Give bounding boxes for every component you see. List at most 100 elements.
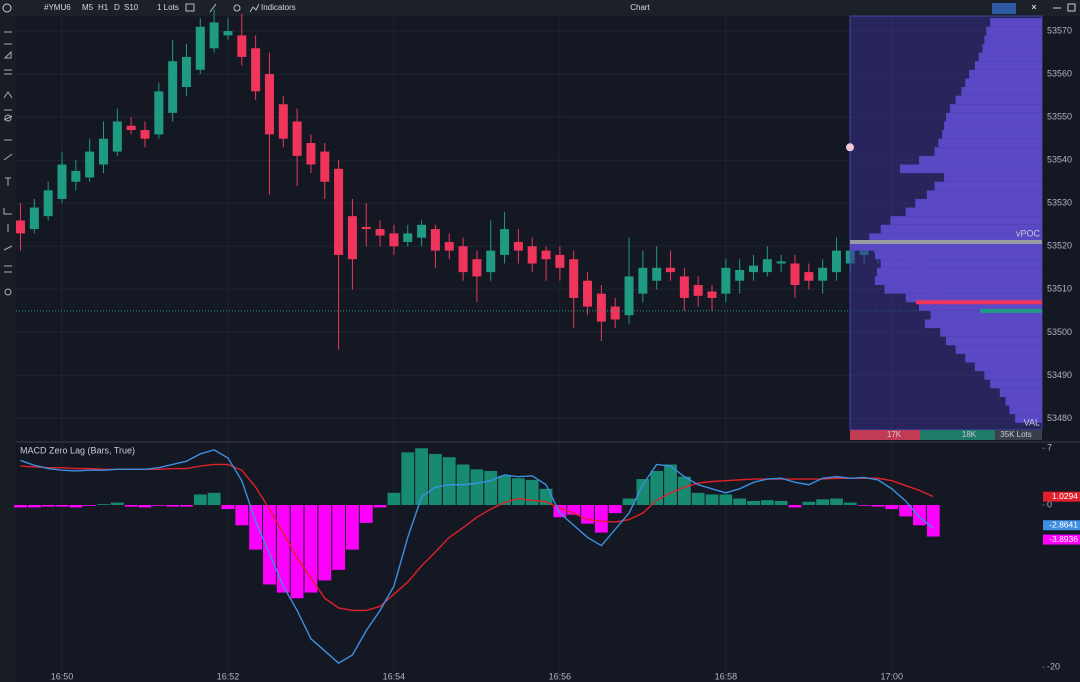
- profile-bar: [926, 190, 1042, 199]
- summary-label: 35K Lots: [1000, 430, 1032, 439]
- histogram-bar: [359, 505, 373, 523]
- profile-bar: [990, 379, 1042, 389]
- y-tick-label: 53490: [1047, 370, 1072, 380]
- histogram-bar: [899, 505, 913, 517]
- icon[interactable]: [185, 3, 195, 12]
- y-tick-label: 53560: [1047, 68, 1072, 78]
- candle-body: [223, 31, 233, 36]
- y-tick-label: -20: [1047, 662, 1060, 672]
- icon[interactable]: [1067, 3, 1076, 12]
- histogram-bar: [152, 505, 166, 506]
- x-tick-label: 16:50: [51, 671, 74, 681]
- y-tick-label: 53540: [1047, 155, 1072, 165]
- profile-bar: [905, 207, 1042, 217]
- histogram-bar: [636, 479, 650, 506]
- profile-bar: [905, 293, 1042, 303]
- histogram-bar: [138, 505, 152, 508]
- pane-divider: [16, 441, 1080, 443]
- candle-body: [361, 226, 371, 230]
- icon[interactable]: [233, 4, 241, 12]
- x-tick-label: 16:56: [549, 671, 572, 681]
- profile-bar: [944, 173, 1042, 182]
- profile-bar: [924, 319, 1042, 329]
- profile-bar: [919, 302, 1042, 311]
- histogram-bar: [511, 478, 525, 506]
- last-value-tag: [1043, 534, 1080, 545]
- icon[interactable]: [249, 3, 260, 13]
- timeframe[interactable]: S10: [124, 3, 139, 12]
- x-tick-label: 16:58: [715, 671, 738, 681]
- profile-bar: [984, 371, 1042, 380]
- profile-bar: [876, 267, 1042, 277]
- candle-body: [57, 164, 67, 199]
- histogram-bar: [332, 505, 345, 570]
- histogram-bar: [913, 505, 926, 526]
- histogram-bar: [677, 476, 691, 506]
- candle-body: [569, 259, 579, 298]
- profile-bar: [999, 388, 1042, 397]
- candle-body: [29, 207, 39, 230]
- icon[interactable]: [992, 3, 1016, 14]
- histogram-bar: [871, 505, 885, 507]
- icon[interactable]: [209, 3, 217, 13]
- histogram-bar: [387, 492, 401, 506]
- candle-body: [513, 241, 523, 251]
- histogram-bar: [346, 505, 359, 550]
- candle-body: [804, 272, 814, 281]
- histogram-bar: [664, 464, 677, 506]
- histogram-bar: [110, 502, 124, 506]
- histogram-bar: [747, 500, 760, 506]
- close-icon[interactable]: [1031, 4, 1037, 10]
- histogram-bar: [885, 505, 899, 510]
- candle-body: [610, 306, 620, 320]
- indicators[interactable]: Indicators: [261, 3, 296, 12]
- last-value-label: -2.8641: [1049, 519, 1078, 529]
- last-value-label: 1.0294: [1052, 491, 1078, 501]
- candle-body: [679, 276, 689, 298]
- candle-body: [555, 254, 565, 268]
- candle-body: [403, 233, 413, 242]
- profile-bar: [949, 104, 1042, 113]
- candle-body: [209, 22, 219, 49]
- y-tick-label: 7: [1047, 443, 1052, 453]
- profile-bar: [880, 259, 1042, 268]
- marker: [846, 143, 854, 152]
- candle-body: [831, 250, 841, 273]
- symbol[interactable]: #YMU6: [44, 3, 71, 12]
- timeframe[interactable]: D: [114, 3, 120, 12]
- histogram-bar: [484, 470, 498, 506]
- candle-body: [500, 229, 510, 255]
- candle-body: [347, 216, 357, 260]
- profile-bar: [940, 328, 1042, 337]
- profile-bar: [955, 95, 1042, 105]
- histogram-bar: [525, 479, 539, 506]
- candle-body: [320, 151, 330, 182]
- profile-bar: [1005, 396, 1042, 406]
- y-tick-label: 53520: [1047, 241, 1072, 251]
- candle-body: [707, 291, 717, 298]
- x-tick-label: 16:54: [383, 671, 406, 681]
- last-value-tag: [1043, 491, 1080, 502]
- toolbar: [0, 0, 1080, 16]
- candle-body: [430, 229, 440, 251]
- candle-body: [417, 224, 427, 238]
- candle-body: [652, 267, 662, 281]
- candle-body: [721, 267, 731, 294]
- profile-bar: [978, 52, 1042, 62]
- profile-bar: [944, 121, 1042, 131]
- y-tick-label: 53510: [1047, 284, 1072, 294]
- profile-bar: [982, 43, 1042, 53]
- timeframe[interactable]: H1: [98, 3, 109, 12]
- lots[interactable]: 1 Lots: [157, 3, 179, 12]
- last-value-label: -3.8936: [1049, 534, 1078, 544]
- candle-body: [237, 35, 247, 57]
- candle-body: [71, 170, 81, 182]
- histogram-bar: [124, 505, 138, 507]
- histogram-bar: [207, 492, 221, 506]
- histogram-bar: [830, 498, 843, 506]
- profile-bar: [946, 336, 1042, 346]
- timeframe[interactable]: M5: [82, 3, 94, 12]
- histogram-bar: [470, 469, 484, 506]
- last-value-tag: [1043, 520, 1080, 531]
- profile-bar: [974, 362, 1042, 372]
